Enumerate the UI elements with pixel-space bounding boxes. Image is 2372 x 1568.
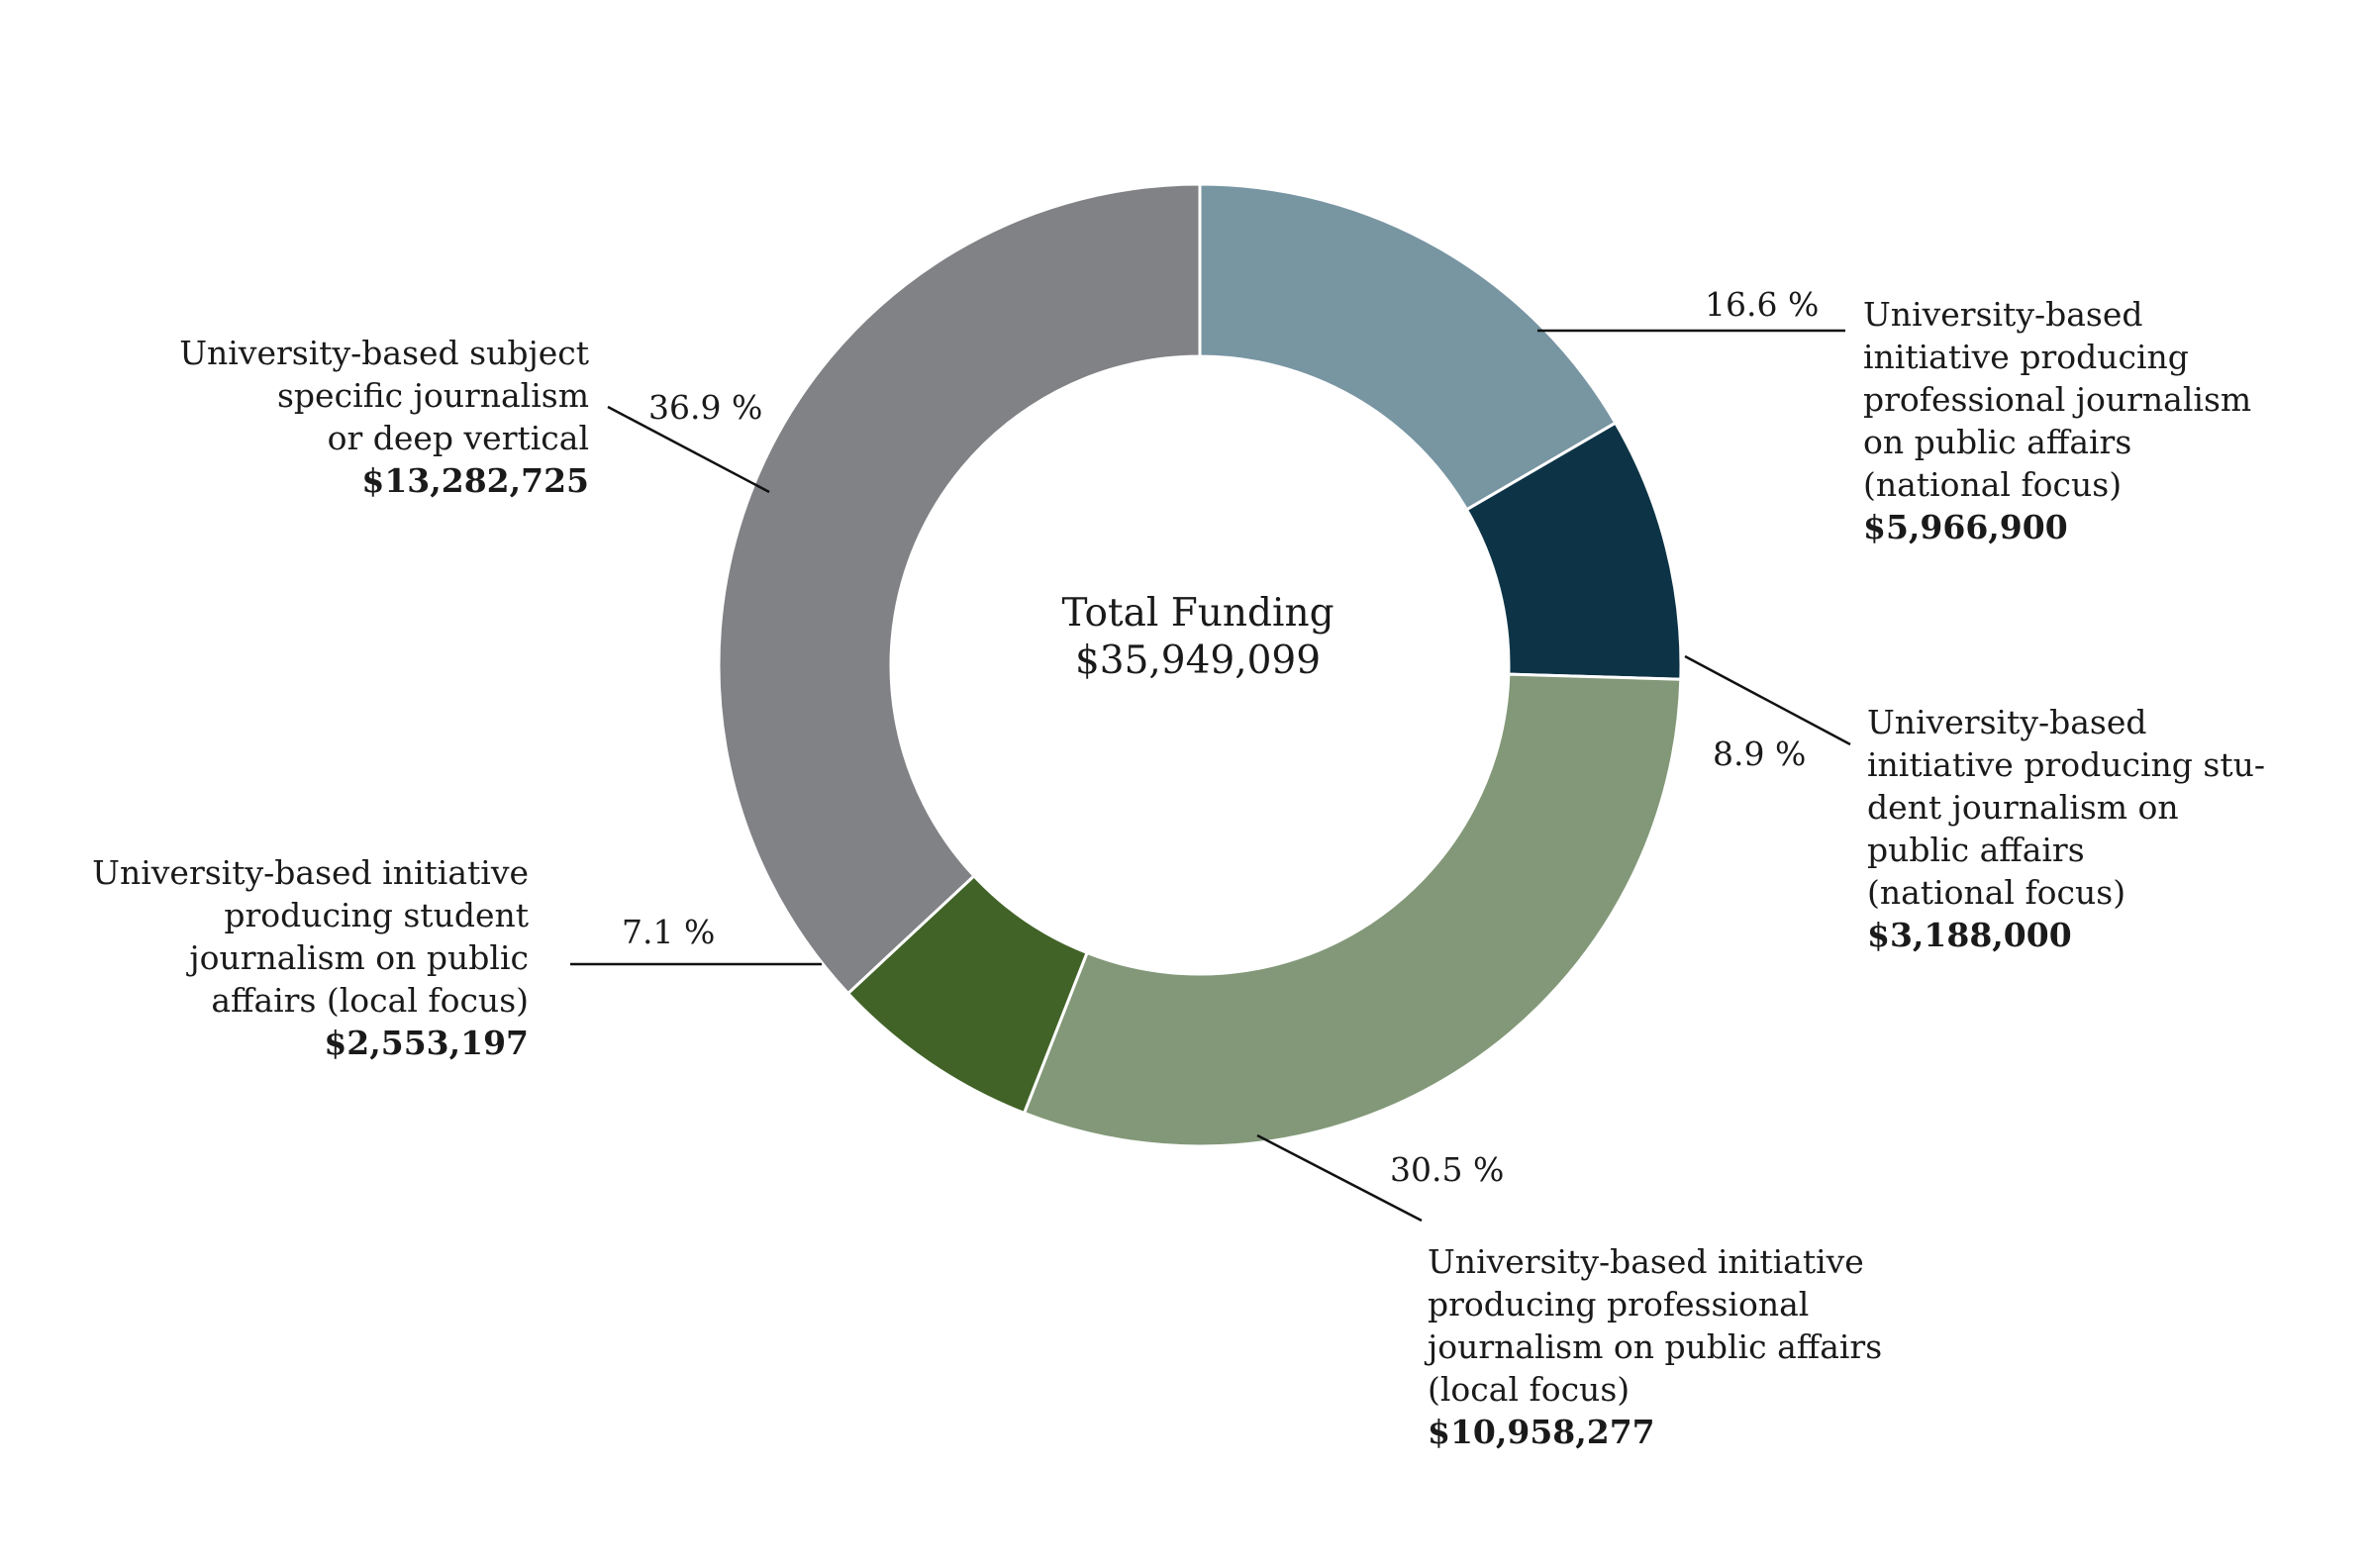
category-amount: $2,553,197 xyxy=(324,1024,529,1062)
center-title: Total Funding xyxy=(1061,591,1334,636)
category-label-pro-local: University-based initiative producing pr… xyxy=(1428,1240,1923,1453)
category-name: University-based initiative producing st… xyxy=(1867,703,2265,912)
category-label-student-local: University-based initiative producing st… xyxy=(79,851,529,1064)
category-label-deep-vertical: University-based subject specific journa… xyxy=(139,332,589,502)
percent-label-student-national: 8.9 % xyxy=(1713,735,1807,773)
category-name: University-based initiative producing st… xyxy=(92,853,529,1020)
slice-deep-vertical xyxy=(717,182,1202,996)
slice-group xyxy=(717,182,1683,1148)
category-amount: $13,282,725 xyxy=(361,461,589,500)
slice-pro-local xyxy=(1022,672,1683,1148)
leader-line-pro-local xyxy=(1256,1133,1423,1223)
percent-label-pro-local: 30.5 % xyxy=(1390,1150,1505,1189)
leader-group xyxy=(570,329,1851,1223)
category-amount: $5,966,900 xyxy=(1863,508,2068,546)
leader-line-student-national xyxy=(1684,654,1851,746)
percent-label-student-local: 7.1 % xyxy=(622,913,716,951)
percent-label-deep-vertical: 36.9 % xyxy=(648,388,763,427)
center-total: $35,949,099 xyxy=(1074,638,1322,683)
category-name: University-based initiative producing pr… xyxy=(1863,295,2252,504)
center-label: Total Funding $35,949,099 xyxy=(990,590,1406,685)
category-label-pro-national: University-based initiative producing pr… xyxy=(1863,293,2279,548)
slice-pro-national xyxy=(1198,182,1618,512)
category-name: University-based subject specific journa… xyxy=(179,334,589,457)
percent-label-pro-national: 16.6 % xyxy=(1705,285,1820,324)
leader-line-deep-vertical xyxy=(607,405,770,494)
category-label-student-national: University-based initiative producing st… xyxy=(1867,701,2283,956)
category-amount: $3,188,000 xyxy=(1867,916,2072,954)
category-name: University-based initiative producing pr… xyxy=(1428,1242,1883,1409)
category-amount: $10,958,277 xyxy=(1428,1413,1655,1451)
